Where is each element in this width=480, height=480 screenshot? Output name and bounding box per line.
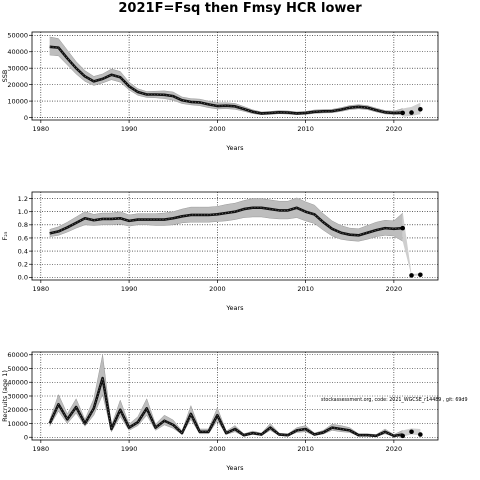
x-tick-label: 1980 (33, 445, 50, 453)
y-tick-label: 1.0 (18, 208, 28, 216)
y-tick-label: 0 (24, 114, 28, 122)
plot-area (48, 354, 423, 439)
band-upper-edge (49, 197, 403, 230)
series-line (49, 206, 403, 237)
x-tick-label: 1990 (121, 445, 138, 453)
confidence-band (49, 36, 403, 116)
y-tick-label: 0.6 (18, 234, 28, 242)
projection-band (402, 211, 421, 277)
y-tick-label: 40000 (7, 379, 28, 387)
x-tick-label: 2000 (209, 445, 226, 453)
y-tick-label: 30000 (7, 64, 28, 72)
x-tick-label: 1990 (121, 125, 138, 133)
y-tick-label: 0.0 (18, 274, 28, 282)
y-tick-label: 10000 (7, 420, 28, 428)
projection-point (409, 110, 414, 115)
x-tick-label: 2010 (297, 445, 314, 453)
series-line-dots (49, 46, 403, 114)
band-upper-edge (49, 36, 403, 113)
x-tick-label: 1980 (33, 285, 50, 293)
projection-point (418, 432, 423, 437)
x-tick-label: 2010 (297, 125, 314, 133)
y-tick-label: 30000 (7, 392, 28, 400)
y-tick-label: 50000 (7, 32, 28, 40)
projection-point (418, 107, 423, 112)
axes-frame (31, 31, 439, 121)
axes-frame (31, 191, 439, 281)
projection-point (418, 272, 423, 278)
x-axis-label: Years (225, 464, 244, 472)
y-tick-label: 40000 (7, 48, 28, 56)
panel-3: 1980 1990 2000 2010 2020 0 10000 20000 30000 4000… (1, 351, 468, 472)
x-tick-label: 1990 (121, 285, 138, 293)
x-tick-label: 2000 (209, 125, 226, 133)
x-tick-label: 1980 (33, 125, 50, 133)
y-tick-label: 0.2 (18, 261, 28, 269)
y-tick-label: 0.8 (18, 221, 28, 229)
y-tick-label: 60000 (7, 351, 28, 359)
y-tick-label: 20000 (7, 406, 28, 414)
y-tick-label: 50000 (7, 365, 28, 373)
plot-area (49, 197, 423, 278)
y-tick-label: 20000 (7, 81, 28, 89)
projection-point (409, 429, 414, 435)
projection-point (400, 433, 405, 439)
plot-area (49, 36, 423, 117)
panel-1: 1980 1990 2000 2010 2020 0 10000 20000 30000 4000… (1, 31, 439, 152)
annotation-text: stockassessment.org, code: 2021_WGCSE_r1… (321, 397, 468, 403)
x-tick-label: 2010 (297, 285, 314, 293)
x-tick-label: 2000 (209, 285, 226, 293)
series-line-dots (49, 378, 403, 437)
projection-point (400, 110, 405, 116)
y-tick-label: 0.4 (18, 247, 28, 255)
band-lower-edge (49, 54, 403, 116)
y-tick-label: 0 (24, 434, 28, 442)
x-tick-label: 2020 (386, 125, 403, 133)
projection-band (402, 102, 421, 117)
y-tick-label: 10000 (7, 97, 28, 105)
projection-point (409, 273, 414, 278)
x-axis-label: Years (225, 144, 244, 152)
x-tick-label: 2020 (386, 445, 403, 453)
y-axis-label: Recruits (age 1) (1, 370, 9, 422)
y-axis-label: SSB (1, 70, 9, 83)
panel-2: 1980 1990 2000 2010 2020 0.0 0.2 0.4 0.6 0.8 1.0 1.… (1, 191, 439, 312)
x-axis-label: Years (225, 304, 244, 312)
y-axis-label: F₂₅ (1, 231, 9, 240)
x-tick-label: 2020 (386, 285, 403, 293)
figure-title: 2021F=Fsq then Fmsy HCR lower (118, 1, 362, 16)
confidence-band (49, 197, 403, 242)
band-lower-edge (49, 216, 403, 242)
projection-point (400, 225, 405, 231)
y-tick-label: 1.2 (18, 195, 28, 203)
